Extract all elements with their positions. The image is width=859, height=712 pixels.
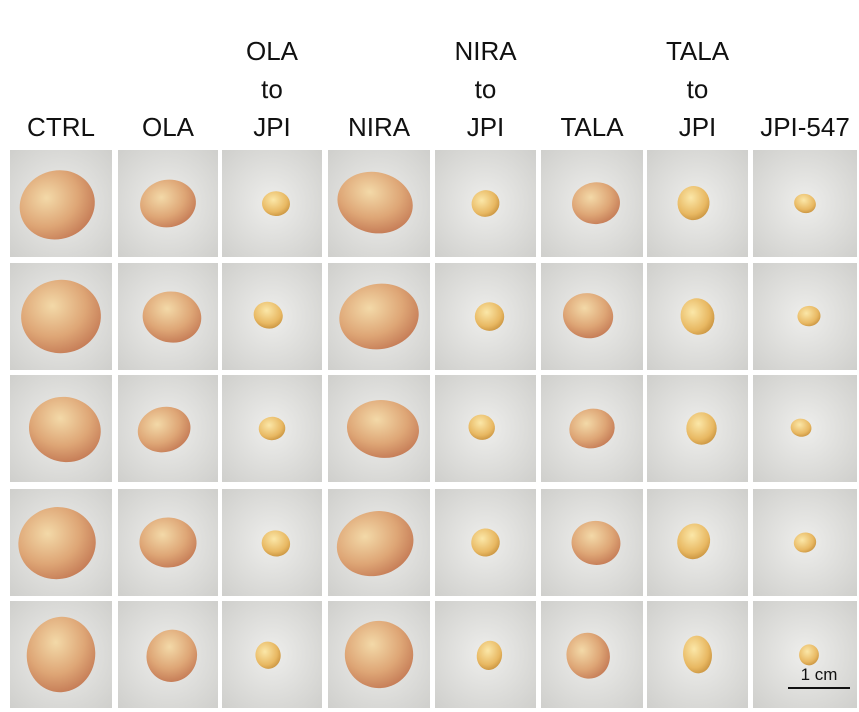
tumor bbox=[336, 511, 414, 577]
tumor bbox=[261, 530, 291, 557]
tumor bbox=[572, 182, 620, 225]
column-header: NIRA bbox=[454, 36, 517, 66]
tumor bbox=[474, 302, 505, 331]
tumor bbox=[337, 171, 413, 234]
tumor bbox=[683, 635, 712, 674]
column-header: OLA bbox=[142, 112, 195, 142]
tumor bbox=[471, 190, 500, 217]
tumor bbox=[137, 406, 191, 453]
column-header: NIRA bbox=[348, 112, 411, 142]
tumor bbox=[677, 185, 710, 221]
column-header: CTRL bbox=[27, 112, 95, 142]
tumor bbox=[146, 629, 198, 682]
column-header: JPI bbox=[679, 112, 717, 142]
tumor bbox=[344, 620, 414, 689]
tumor bbox=[255, 641, 281, 669]
column-header: JPI bbox=[467, 112, 505, 142]
column-header: TALA bbox=[560, 112, 624, 142]
column-header: JPI bbox=[253, 112, 291, 142]
tumor bbox=[142, 291, 202, 343]
tumor bbox=[339, 283, 419, 350]
column-header: OLA bbox=[246, 36, 299, 66]
tumor bbox=[476, 640, 503, 670]
tumor bbox=[346, 400, 419, 458]
scale-bar-label: 1 cm bbox=[801, 665, 838, 684]
tumor bbox=[677, 523, 711, 560]
tumor bbox=[28, 396, 101, 463]
tumor bbox=[790, 418, 812, 437]
tumor bbox=[468, 414, 495, 440]
tumor bbox=[794, 193, 816, 214]
tumor bbox=[261, 191, 290, 216]
tumor bbox=[139, 517, 197, 568]
column-header: to bbox=[261, 74, 283, 104]
tumor bbox=[253, 301, 283, 329]
tumor bbox=[686, 412, 717, 445]
tumor bbox=[258, 416, 286, 441]
column-header: TALA bbox=[666, 36, 730, 66]
column-header: JPI-547 bbox=[760, 112, 850, 142]
tumor bbox=[471, 528, 500, 557]
tumor bbox=[19, 170, 95, 240]
column-header: to bbox=[687, 74, 709, 104]
column-headers: CTRL OLA OLA to JPI NIRA NIRA to JPI TALA TALA to JP… bbox=[27, 36, 850, 142]
tumor bbox=[680, 298, 715, 335]
tumor bbox=[566, 632, 610, 679]
tumor bbox=[799, 644, 819, 666]
tumor bbox=[797, 305, 821, 327]
tumor bbox=[140, 179, 196, 228]
tumor bbox=[563, 293, 614, 339]
column-header: to bbox=[475, 74, 497, 104]
tumor bbox=[18, 507, 96, 580]
tumor bbox=[793, 532, 817, 553]
tumor bbox=[21, 279, 101, 354]
tumor bbox=[571, 520, 621, 565]
photo-grid bbox=[10, 150, 857, 708]
tumor bbox=[569, 408, 615, 449]
tumor bbox=[26, 616, 96, 693]
